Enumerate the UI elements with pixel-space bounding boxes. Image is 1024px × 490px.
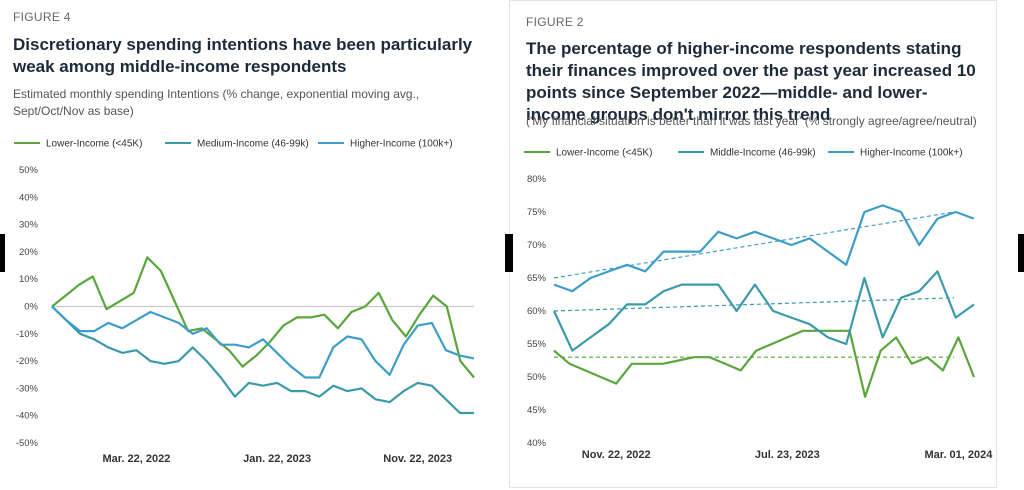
x-tick-label: Mar. 22, 2022	[102, 453, 170, 465]
legend-label: Lower-Income (<45K)	[556, 148, 652, 159]
y-tick-label: -30%	[16, 383, 39, 394]
series-line	[553, 329, 976, 398]
figure-label: FIGURE 4	[13, 10, 71, 24]
y-tick-label: 40%	[19, 192, 39, 203]
figure-4-panel: FIGURE 4 Discretionary spending intentio…	[0, 0, 480, 490]
chart-title: Discretionary spending intentions have b…	[13, 35, 473, 76]
chart-subtitle: Estimated monthly spending Intentions (%…	[13, 87, 420, 118]
y-tick-label: 10%	[19, 274, 39, 285]
legend-label: Medium-Income (46-99k)	[197, 139, 309, 150]
trend-line	[553, 297, 955, 312]
y-tick-label: 70%	[527, 240, 547, 251]
x-tick-label: Nov. 22, 2022	[582, 449, 651, 461]
y-tick-label: 40%	[527, 438, 547, 449]
trend-line	[553, 211, 955, 279]
x-tick-label: Jan. 22, 2023	[243, 453, 311, 465]
y-tick-label: 65%	[527, 273, 547, 284]
legend-label: Lower-Income (<45K)	[46, 139, 142, 150]
y-tick-label: 55%	[527, 339, 547, 350]
y-tick-label: 45%	[527, 405, 547, 416]
y-tick-label: 80%	[527, 174, 547, 185]
x-tick-label: Jul. 23, 2023	[755, 449, 820, 461]
x-tick-label: Mar. 01, 2024	[924, 449, 993, 461]
figure-2-panel: FIGURE 2 The percentage of higher-income…	[509, 0, 997, 488]
legend-label: Middle-Income (46-99k)	[710, 148, 816, 159]
left-edge-bar	[0, 234, 5, 272]
y-tick-label: -20%	[16, 356, 39, 367]
y-tick-label: 30%	[19, 220, 39, 231]
y-tick-label: -40%	[16, 411, 39, 422]
y-tick-label: 50%	[19, 165, 39, 176]
chart-subtitle: ('My financial situation is better than …	[526, 114, 977, 128]
y-tick-label: 50%	[527, 372, 547, 383]
series-line	[553, 270, 975, 352]
right-edge-bar	[1018, 234, 1024, 272]
chart-4-svg: 50% 40% 30% 20% 10% 0% -10% -20% -30% -40% -50% Mar…	[14, 139, 475, 465]
chart-title: The percentage of higher-income responde…	[526, 39, 976, 124]
series-line	[51, 256, 475, 379]
y-tick-label: -10%	[16, 329, 39, 340]
y-tick-label: 20%	[19, 247, 39, 258]
series-line	[553, 204, 975, 293]
y-tick-label: 60%	[527, 306, 547, 317]
y-tick-label: 75%	[527, 207, 547, 218]
x-tick-label: Nov. 22, 2023	[383, 453, 452, 465]
legend-label: Higher-Income (100k+)	[860, 148, 963, 159]
series-line	[51, 305, 475, 379]
y-tick-label: -50%	[16, 438, 39, 449]
figure-label: FIGURE 2	[526, 15, 584, 29]
chart-2-svg: 80% 75% 70% 65% 60% 55% 50% 45% 40% Nov. 22, 2022…	[524, 148, 993, 461]
legend-label: Higher-Income (100k+)	[350, 139, 453, 150]
center-divider-bar	[505, 234, 513, 272]
y-tick-label: 0%	[24, 302, 38, 313]
series-line	[51, 305, 474, 415]
